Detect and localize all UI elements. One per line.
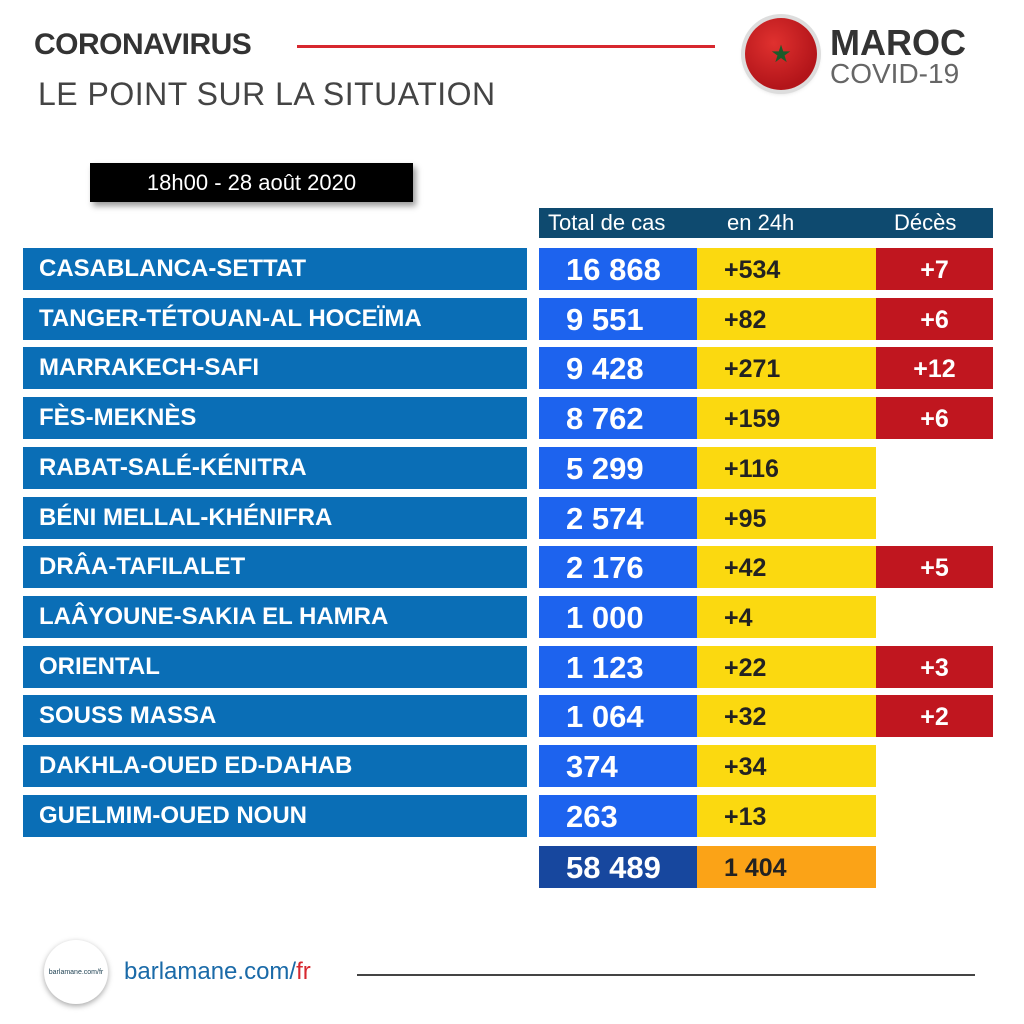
- deaths-cell: +3: [876, 646, 993, 688]
- morocco-flag-icon: ★: [745, 18, 817, 90]
- new-24h-cell: +34: [697, 745, 876, 787]
- new-24h-cell: +13: [697, 795, 876, 837]
- region-label: LAÂYOUNE-SAKIA EL HAMRA: [23, 596, 527, 638]
- region-label: SOUSS MASSA: [23, 695, 527, 737]
- total-cases-cell: 2 176: [539, 546, 697, 588]
- region-label: RABAT-SALÉ-KÉNITRA: [23, 447, 527, 489]
- region-label: BÉNI MELLAL-KHÉNIFRA: [23, 497, 527, 539]
- new-24h-cell: +82: [697, 298, 876, 340]
- region-label: MARRAKECH-SAFI: [23, 347, 527, 389]
- total-cases-cell: 374: [539, 745, 697, 787]
- total-cases-cell: 263: [539, 795, 697, 837]
- region-label: TANGER-TÉTOUAN-AL HOCEÏMA: [23, 298, 527, 340]
- region-label: DRÂA-TAFILALET: [23, 546, 527, 588]
- deaths-cell: +12: [876, 347, 993, 389]
- footer-logo: barlamane.com/fr: [44, 940, 108, 1004]
- region-label: GUELMIM-OUED NOUN: [23, 795, 527, 837]
- deaths-cell: +6: [876, 298, 993, 340]
- footer-divider: [357, 974, 975, 976]
- new-24h-cell: +42: [697, 546, 876, 588]
- new-24h-cell: +116: [697, 447, 876, 489]
- region-label: FÈS-MEKNÈS: [23, 397, 527, 439]
- subtitle: LE POINT SUR LA SITUATION: [38, 76, 496, 112]
- new-24h-cell: +4: [697, 596, 876, 638]
- deaths-cell: +6: [876, 397, 993, 439]
- total-cases-cell: 9 551: [539, 298, 697, 340]
- deaths-cell: +5: [876, 546, 993, 588]
- title-divider: [297, 45, 715, 48]
- total-cases-cell: 8 762: [539, 397, 697, 439]
- new-24h-cell: +95: [697, 497, 876, 539]
- region-label: ORIENTAL: [23, 646, 527, 688]
- new-24h-cell: +271: [697, 347, 876, 389]
- footer-url[interactable]: barlamane.com/fr: [124, 958, 311, 986]
- total-cases-cell: 16 868: [539, 248, 697, 290]
- sum-24h-cell: 1 404: [697, 846, 876, 888]
- total-cases-cell: 1 123: [539, 646, 697, 688]
- new-24h-cell: +534: [697, 248, 876, 290]
- col-header-deaths: Décès: [894, 210, 957, 235]
- new-24h-cell: +32: [697, 695, 876, 737]
- sum-total-cell: 58 489: [539, 846, 697, 888]
- url-suffix: fr: [296, 958, 311, 985]
- total-cases-cell: 9 428: [539, 347, 697, 389]
- total-cases-cell: 2 574: [539, 497, 697, 539]
- total-cases-cell: 5 299: [539, 447, 697, 489]
- table-header: Total de cas en 24h Décès: [539, 208, 993, 238]
- new-24h-cell: +159: [697, 397, 876, 439]
- region-label: DAKHLA-OUED ED-DAHAB: [23, 745, 527, 787]
- total-cases-cell: 1 064: [539, 695, 697, 737]
- region-label: CASABLANCA-SETTAT: [23, 248, 527, 290]
- col-header-24h: en 24h: [727, 210, 795, 235]
- col-header-total: Total de cas: [548, 210, 666, 235]
- badge-subtitle: COVID-19: [830, 58, 960, 89]
- title: CORONAVIRUS: [34, 28, 252, 61]
- badge-title: MAROC: [830, 22, 966, 63]
- date-label: 18h00 - 28 août 2020: [90, 163, 413, 202]
- deaths-cell: +2: [876, 695, 993, 737]
- deaths-cell: +7: [876, 248, 993, 290]
- total-cases-cell: 1 000: [539, 596, 697, 638]
- new-24h-cell: +22: [697, 646, 876, 688]
- url-main: barlamane.com/: [124, 958, 297, 985]
